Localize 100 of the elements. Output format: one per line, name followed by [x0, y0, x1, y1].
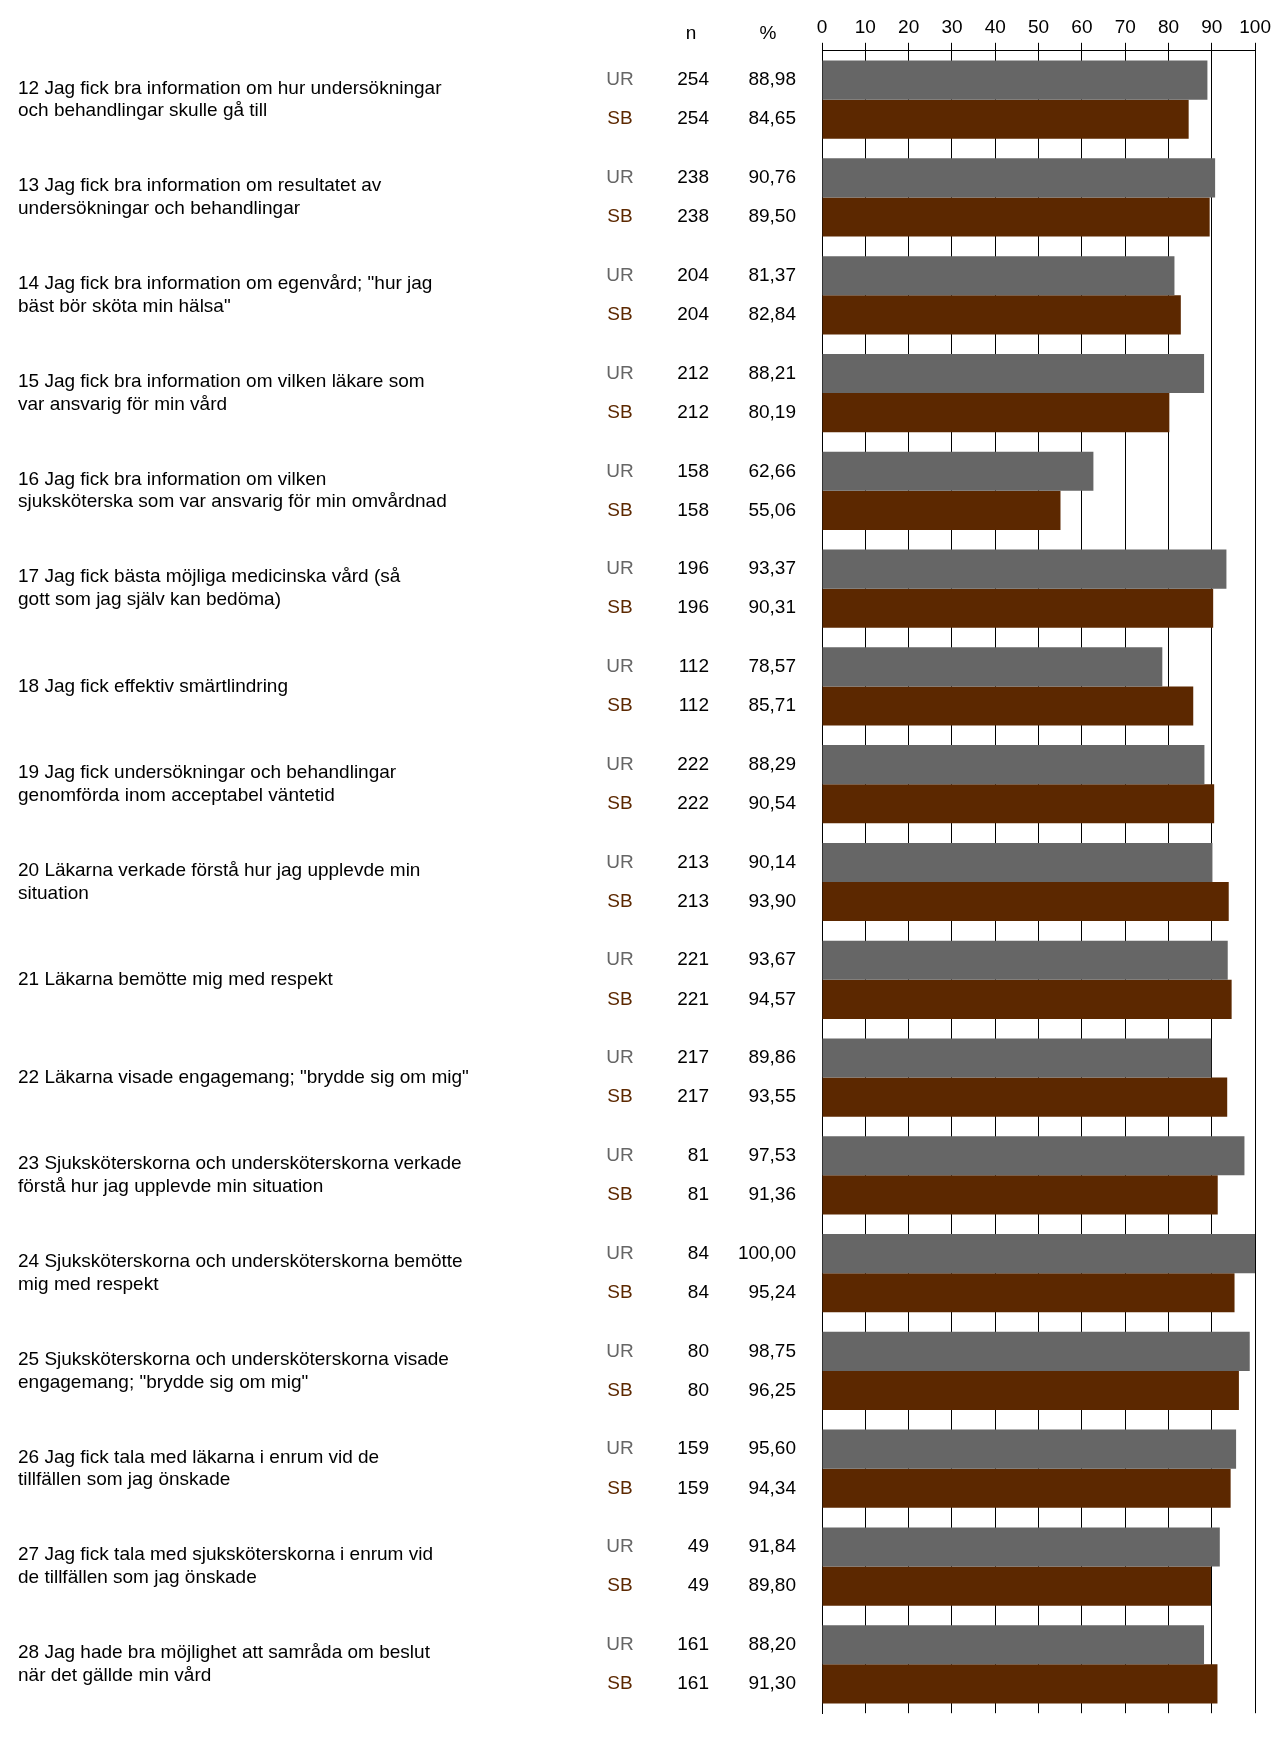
data-label: 91,36 — [748, 1183, 796, 1205]
data-label: 88,98 — [748, 68, 796, 90]
text: 158 — [677, 459, 709, 481]
data-label: 85,71 — [748, 694, 796, 716]
data-label: 91,30 — [748, 1672, 796, 1694]
text: SB — [607, 1183, 633, 1205]
data-label: 62,66 — [748, 459, 796, 481]
text: 217 — [677, 1085, 709, 1107]
data-label: 93,37 — [748, 557, 796, 579]
y-tick-label: 16 Jag fick bra information om vilken sjuksköterska som var ansvarig för min omvårdnad — [18, 467, 447, 512]
text: UR — [606, 752, 634, 774]
bar — [822, 979, 1232, 1019]
data-label: 89,50 — [748, 205, 796, 227]
bar — [822, 353, 1205, 394]
text: 204 — [677, 303, 710, 325]
text: SB — [607, 205, 633, 227]
text: SB — [607, 596, 633, 618]
text: 212 — [677, 400, 709, 422]
text: 161 — [677, 1632, 709, 1654]
bar — [822, 1077, 1228, 1117]
data-label: 80,19 — [748, 400, 796, 422]
text: SB — [607, 792, 633, 813]
text: 238 — [677, 166, 709, 188]
y-tick-label: 28 Jag hade bra möjlighet att samråda om beslut när det gällde min vård — [18, 1641, 431, 1685]
bar — [822, 1273, 1235, 1313]
bar — [822, 451, 1094, 491]
bar — [822, 1136, 1245, 1176]
text: 213 — [677, 889, 709, 911]
data-label: 90,14 — [748, 850, 797, 872]
bar — [822, 99, 1189, 139]
text: 112 — [678, 655, 709, 677]
text: 254 — [677, 68, 710, 90]
data-label: 97,53 — [748, 1144, 796, 1166]
data-label: 94,34 — [748, 1476, 797, 1498]
text: UR — [606, 655, 634, 677]
text: 159 — [677, 1476, 709, 1498]
text: SB — [607, 987, 633, 1009]
text: SB — [607, 400, 633, 422]
data-label: 93,55 — [748, 1085, 796, 1107]
text: 238 — [677, 205, 709, 227]
text: UR — [606, 1535, 634, 1557]
data-label: 89,86 — [748, 1046, 796, 1068]
data-label: 88,29 — [748, 752, 796, 774]
bar — [822, 490, 1061, 530]
text: UR — [606, 68, 634, 90]
text: SB — [607, 1476, 633, 1498]
bar — [822, 549, 1227, 589]
text: UR — [606, 166, 634, 188]
data-label: 100,00 — [737, 1241, 796, 1263]
y-tick-label: 15 Jag fick bra information om vilken läkare som var ansvarig för min vård — [18, 369, 425, 414]
bar — [822, 1566, 1211, 1606]
y-tick-label: 17 Jag fick bästa möjliga medicinska vård (så gott som jag själv kan bedöma) — [18, 565, 401, 610]
data-label: 93,90 — [748, 889, 796, 911]
bar — [822, 784, 1215, 824]
text: UR — [606, 557, 634, 579]
bar — [822, 686, 1194, 726]
text: SB — [607, 694, 633, 716]
text: UR — [606, 263, 634, 285]
bar — [822, 1234, 1256, 1274]
y-tick-label: 24 Sjuksköterskorna och undersköterskorna bemötte mig med respekt — [18, 1249, 463, 1294]
text: % — [759, 22, 777, 44]
text: 222 — [677, 792, 709, 813]
text: 158 — [677, 498, 709, 520]
text: UR — [606, 1241, 634, 1263]
text: UR — [606, 1437, 634, 1459]
text: 161 — [677, 1672, 709, 1694]
y-tick-label: 25 Sjuksköterskorna och undersköterskorna visade engagemang; "brydde sig om mig" — [18, 1347, 449, 1392]
x2-tick-label: 40 — [984, 15, 1006, 37]
data-label: 95,24 — [748, 1280, 797, 1302]
text: UR — [606, 361, 634, 383]
x2-tick-label: 60 — [1071, 15, 1093, 37]
data-label: 95,60 — [748, 1437, 796, 1459]
text: 221 — [677, 948, 709, 970]
text: 159 — [677, 1437, 709, 1459]
bar — [822, 588, 1214, 628]
data-label: 90,76 — [748, 166, 796, 188]
data-label: 96,25 — [748, 1378, 796, 1400]
text: 204 — [677, 263, 710, 285]
text: SB — [607, 303, 633, 325]
bar — [822, 256, 1175, 296]
text: 196 — [677, 557, 709, 579]
x2-tick-label: 90 — [1201, 15, 1223, 37]
text: 84 — [687, 1241, 710, 1263]
text: SB — [607, 1378, 633, 1400]
text: 217 — [677, 1046, 709, 1068]
data-label: 88,20 — [748, 1632, 796, 1654]
x2-tick-label: 80 — [1157, 15, 1180, 37]
text: UR — [606, 1339, 634, 1361]
bar — [822, 295, 1181, 335]
text: SB — [607, 889, 633, 911]
bar — [822, 1468, 1231, 1508]
text: 49 — [687, 1574, 709, 1596]
data-label: 98,75 — [748, 1339, 796, 1361]
bar — [822, 1429, 1237, 1469]
text: 213 — [677, 850, 709, 872]
data-label: 90,54 — [748, 792, 797, 813]
y-tick-label: 12 Jag fick bra information om hur undersökningar och behandlingar skulle gå till — [18, 76, 443, 121]
data-label: 89,80 — [748, 1574, 796, 1596]
x2-tick-label: 0 — [816, 15, 828, 37]
text: 222 — [677, 752, 709, 774]
